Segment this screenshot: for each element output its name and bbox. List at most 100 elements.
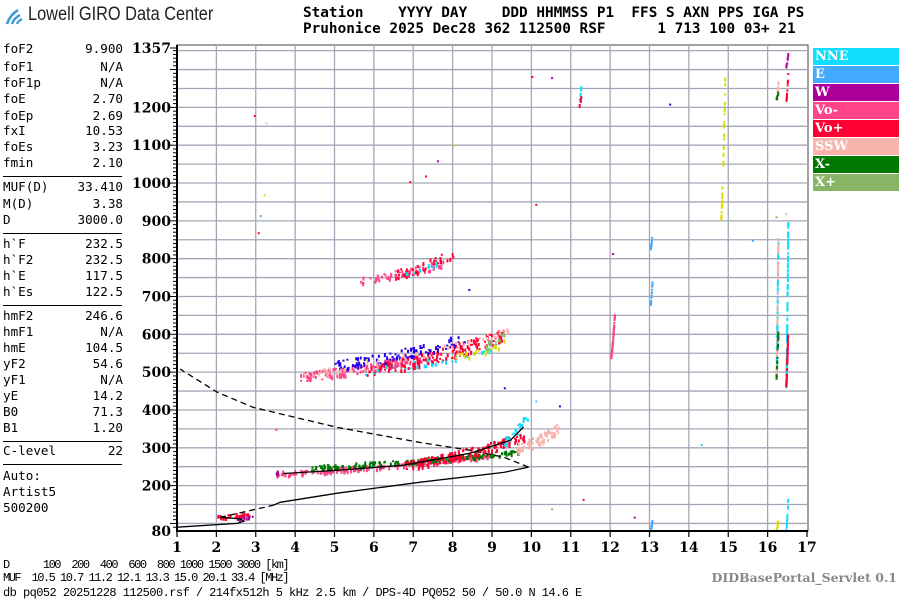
echo-point [478, 337, 481, 340]
echo-point [448, 459, 450, 463]
echo-point [515, 429, 518, 433]
echo-point [786, 349, 789, 354]
x-tick-label: 12 [600, 540, 619, 556]
y-tick-label: 1357 [132, 41, 171, 57]
echo-point [465, 458, 468, 461]
y-tick-label: 900 [142, 214, 171, 230]
echo-point [402, 353, 405, 358]
echo-point [481, 351, 484, 355]
echo-point [344, 469, 347, 473]
echo-point [551, 77, 554, 80]
echo-point [508, 453, 511, 456]
echo-point [633, 516, 636, 519]
echo-point [429, 269, 432, 274]
echo-point [414, 365, 417, 370]
echo-point [786, 273, 789, 277]
echo-point [723, 101, 726, 106]
param-label: h`Es [3, 284, 34, 299]
echo-point [467, 340, 470, 345]
echo-point [776, 522, 779, 525]
echo-point [356, 372, 359, 376]
echo-point [553, 425, 556, 430]
echo-point [776, 524, 779, 529]
separator [3, 176, 122, 177]
y-tick-label: 800 [142, 252, 171, 268]
echo-point [368, 466, 371, 468]
echo-point [531, 75, 534, 78]
echo-point [325, 370, 328, 374]
echo-point [388, 466, 391, 471]
echo-point [411, 268, 414, 272]
echo-point [346, 470, 349, 475]
echo-point [451, 346, 454, 351]
computed-trace-line [283, 426, 524, 475]
echo-point [460, 454, 463, 457]
x-tick-label: 11 [561, 540, 580, 556]
x-tick-label: 10 [522, 540, 542, 556]
echo-point [611, 343, 614, 347]
echo-point [418, 357, 421, 362]
echo-point [449, 346, 452, 349]
echo-point [459, 457, 462, 462]
echo-point [650, 291, 653, 295]
echo-point [246, 513, 249, 518]
echo-point [342, 374, 345, 379]
echo-point [490, 348, 493, 351]
echo-point [423, 364, 426, 369]
echo-point [776, 360, 779, 365]
profile-curves [176, 368, 529, 528]
echo-point [537, 436, 540, 441]
echo-point [531, 446, 534, 451]
separator [3, 305, 122, 306]
echo-point [227, 514, 230, 517]
echo-point [292, 473, 295, 476]
echo-point [300, 379, 303, 382]
echo-point [542, 441, 545, 446]
echo-point [415, 349, 418, 353]
echo-point [474, 452, 477, 456]
echo-point [458, 456, 461, 460]
echo-point [448, 339, 451, 344]
echo-point [398, 271, 401, 274]
echo-point [776, 326, 779, 331]
echo-point [424, 461, 426, 465]
echo-point [721, 200, 724, 205]
echo-point [475, 456, 478, 459]
echo-point [371, 354, 374, 358]
echo-point [532, 437, 534, 441]
echo-point [722, 137, 725, 141]
echo-point [420, 458, 422, 463]
separator [3, 441, 122, 442]
param-row-fxi: fxI 10.53 [3, 123, 123, 139]
echo-point [327, 468, 330, 472]
echo-point [315, 370, 318, 373]
echo-point [475, 350, 478, 354]
echo-point [787, 222, 790, 226]
echo-point [424, 357, 427, 362]
echo-point [235, 516, 238, 520]
echo-point [419, 268, 422, 273]
echo-point [612, 337, 615, 342]
echo-point [477, 349, 480, 352]
echo-point [447, 454, 450, 458]
echo-point [777, 269, 780, 274]
echo-point [353, 364, 356, 367]
echo-point [372, 372, 375, 375]
echo-point [432, 356, 434, 359]
echo-point [487, 449, 490, 453]
echo-point [303, 372, 306, 377]
echo-point [300, 373, 303, 378]
echo-point [432, 260, 435, 265]
echo-point [465, 456, 468, 460]
echo-point [786, 347, 789, 351]
echo-point [495, 343, 498, 346]
echo-point [498, 330, 501, 335]
echo-point [472, 457, 475, 462]
echo-point [340, 368, 343, 373]
echo-point [553, 434, 556, 439]
echo-point [401, 270, 404, 274]
echo-point [458, 455, 461, 458]
echo-point [313, 371, 316, 376]
echo-point [376, 274, 379, 277]
echo-point [437, 352, 440, 356]
